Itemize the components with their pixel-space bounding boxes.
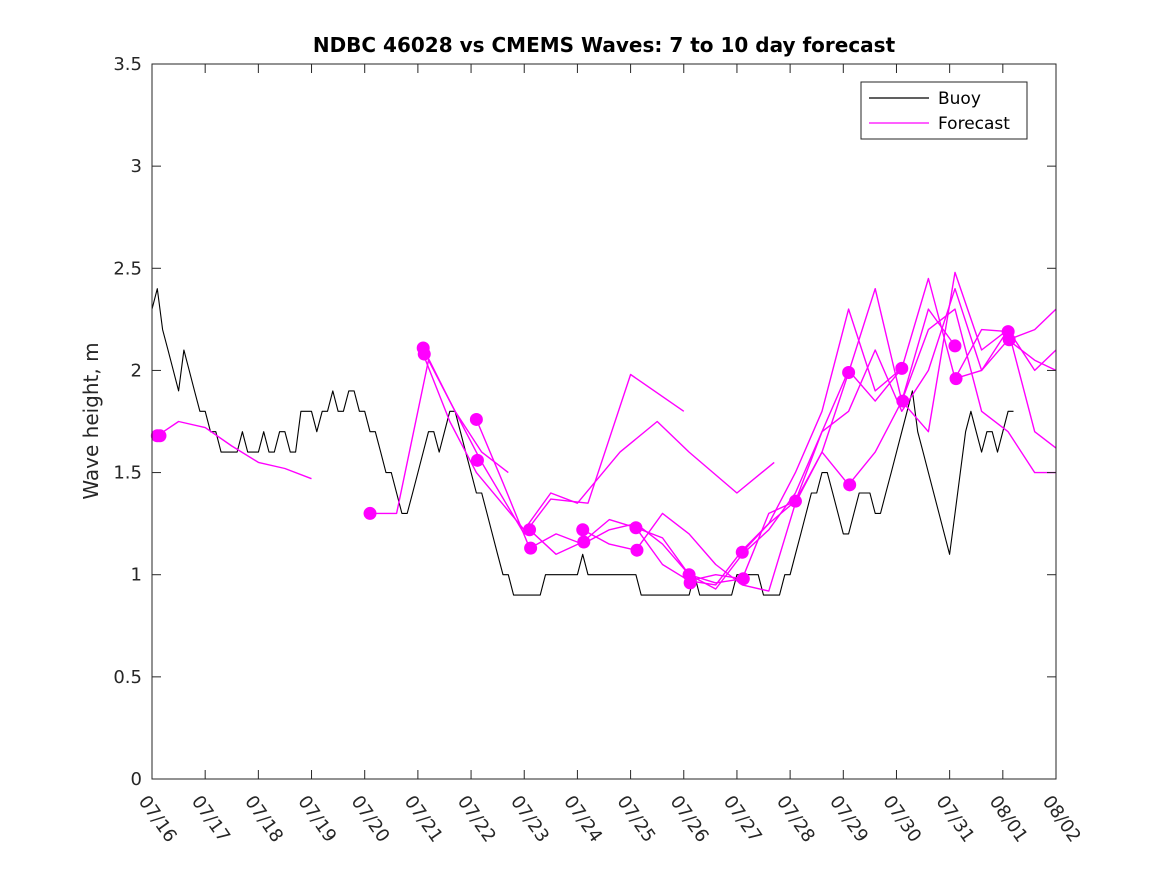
x-tick-label: 08/01 <box>985 792 1032 847</box>
forecast-start-marker <box>630 543 644 557</box>
y-axis-label: Wave height, m <box>79 342 103 499</box>
legend-box <box>860 81 1028 140</box>
x-tick-label: 07/31 <box>932 792 979 847</box>
legend-label-buoy: Buoy <box>938 89 981 109</box>
x-tick-label: 07/24 <box>559 792 606 847</box>
series-line-forecast <box>156 420 312 480</box>
forecast-start-marker <box>736 572 750 586</box>
forecast-start-marker <box>842 365 856 379</box>
y-tick-label: 2.5 <box>113 258 142 279</box>
forecast-start-marker <box>895 361 909 375</box>
series-line-forecast <box>901 308 1056 474</box>
x-tick-label: 07/17 <box>187 792 234 847</box>
x-tick-label: 07/30 <box>878 792 925 847</box>
x-tick-label: 07/23 <box>506 792 553 847</box>
x-tick-label: 07/27 <box>719 792 766 847</box>
forecast-start-marker <box>469 412 483 426</box>
forecast-start-marker <box>576 523 590 537</box>
y-tick-label: 3.5 <box>113 54 142 75</box>
forecast-start-marker <box>1002 333 1016 347</box>
x-tick-label: 07/16 <box>134 792 181 847</box>
y-tick-label: 2 <box>131 360 142 381</box>
x-tick-label: 07/28 <box>772 792 819 847</box>
marker-layer <box>150 325 1016 590</box>
forecast-start-marker <box>896 394 910 408</box>
chart-title: NDBC 46028 vs CMEMS Waves: 7 to 10 day f… <box>313 33 896 57</box>
x-tick-label: 07/18 <box>240 792 287 847</box>
y-tick-label: 1.5 <box>113 463 142 484</box>
series-line-forecast <box>529 500 796 586</box>
forecast-start-marker <box>788 494 802 508</box>
forecast-start-marker <box>735 545 749 559</box>
legend: Buoy Forecast <box>860 81 1028 140</box>
series-line-forecast <box>1007 339 1057 372</box>
forecast-start-marker <box>629 521 643 535</box>
plot-frame <box>151 63 1057 780</box>
x-tick-label: 07/26 <box>666 792 713 847</box>
forecast-start-marker <box>417 347 431 361</box>
forecast-start-marker <box>843 478 857 492</box>
y-tick-label: 0 <box>131 769 142 790</box>
series-line-forecast <box>741 277 1009 553</box>
x-tick-label: 07/22 <box>453 792 500 847</box>
forecast-start-marker <box>524 541 538 555</box>
series-line-forecast <box>688 288 956 582</box>
x-tick-label: 07/20 <box>347 792 394 847</box>
series-line-forecast <box>475 419 743 584</box>
x-tick-label: 08/02 <box>1038 792 1085 847</box>
series-line-forecast <box>794 288 1057 502</box>
forecast-start-marker <box>949 372 963 386</box>
forecast-start-marker <box>470 453 484 467</box>
x-tick-label: 07/29 <box>825 792 872 847</box>
forecast-start-marker <box>523 523 537 537</box>
y-tick-label: 0.5 <box>113 667 142 688</box>
plot-background <box>152 64 1056 779</box>
forecast-start-marker <box>153 429 167 443</box>
forecast-start-marker <box>577 535 591 549</box>
x-tick-label: 07/25 <box>612 792 659 847</box>
forecast-start-marker <box>683 576 697 590</box>
forecast-start-marker <box>363 506 377 520</box>
x-tick-label: 07/21 <box>400 792 447 847</box>
legend-label-forecast: Forecast <box>938 114 1010 134</box>
forecast-start-marker <box>948 339 962 353</box>
y-tick-label: 1 <box>131 565 142 586</box>
series-line-forecast <box>422 347 685 535</box>
series-line-forecast <box>635 367 903 590</box>
series-line-buoy <box>151 288 1014 596</box>
x-tick-label: 07/19 <box>293 792 340 847</box>
series-line-forecast <box>848 271 1057 486</box>
series-line-forecast <box>422 353 775 531</box>
y-tick-label: 3 <box>131 156 142 177</box>
